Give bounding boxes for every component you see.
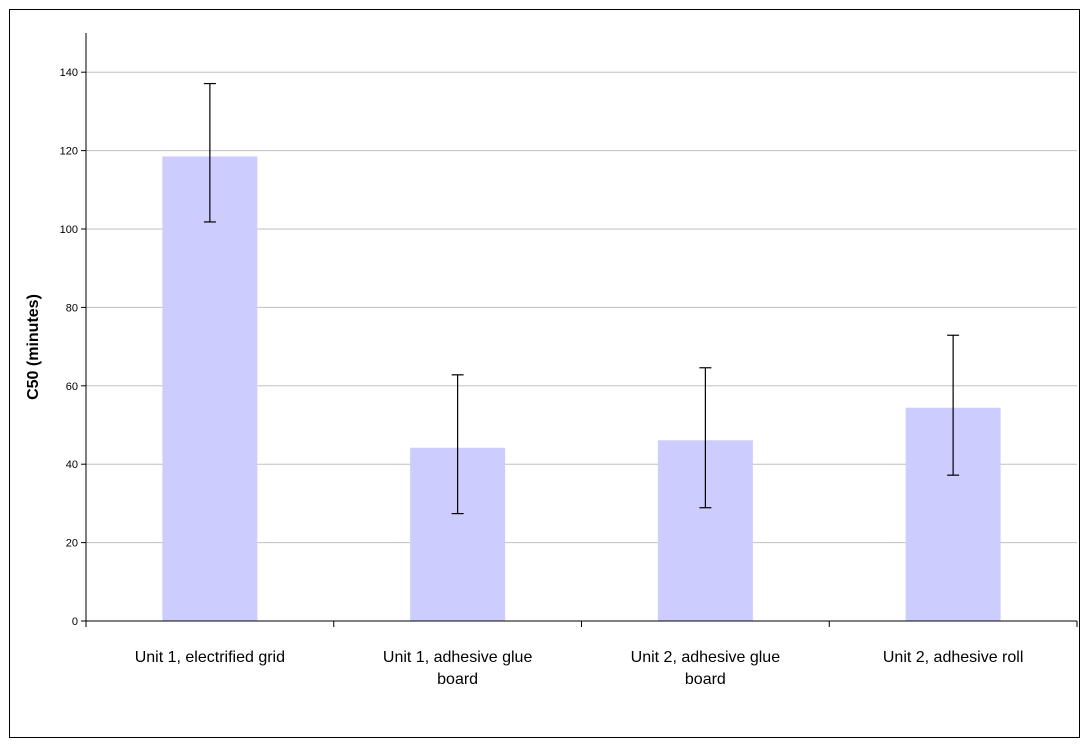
y-tick-label: 120	[60, 146, 78, 158]
y-tick-label: 100	[60, 224, 78, 236]
x-category-label: Unit 1, electrified grid	[135, 649, 285, 666]
bars	[162, 156, 1001, 622]
y-axis-title: C50 (minutes)	[25, 294, 42, 400]
axes	[81, 33, 1078, 627]
y-tick-label: 0	[72, 616, 78, 628]
y-tick-label: 40	[66, 459, 78, 471]
axis-labels: 0 20 40 60 80 100 120 140 Unit 1, electrified gr…	[60, 67, 1024, 688]
y-tick-label: 60	[66, 381, 78, 393]
y-tick-label: 80	[66, 302, 78, 314]
x-category-label: board	[685, 671, 726, 688]
bar	[162, 156, 258, 622]
y-tick-label: 20	[66, 538, 78, 550]
x-category-label: Unit 1, adhesive glue	[383, 649, 533, 666]
error-bars	[203, 82, 960, 515]
x-category-label: Unit 2, adhesive glue	[631, 649, 781, 666]
x-category-label: Unit 2, adhesive roll	[883, 649, 1024, 666]
x-category-label: board	[437, 671, 478, 688]
y-tick-label: 140	[60, 67, 78, 79]
